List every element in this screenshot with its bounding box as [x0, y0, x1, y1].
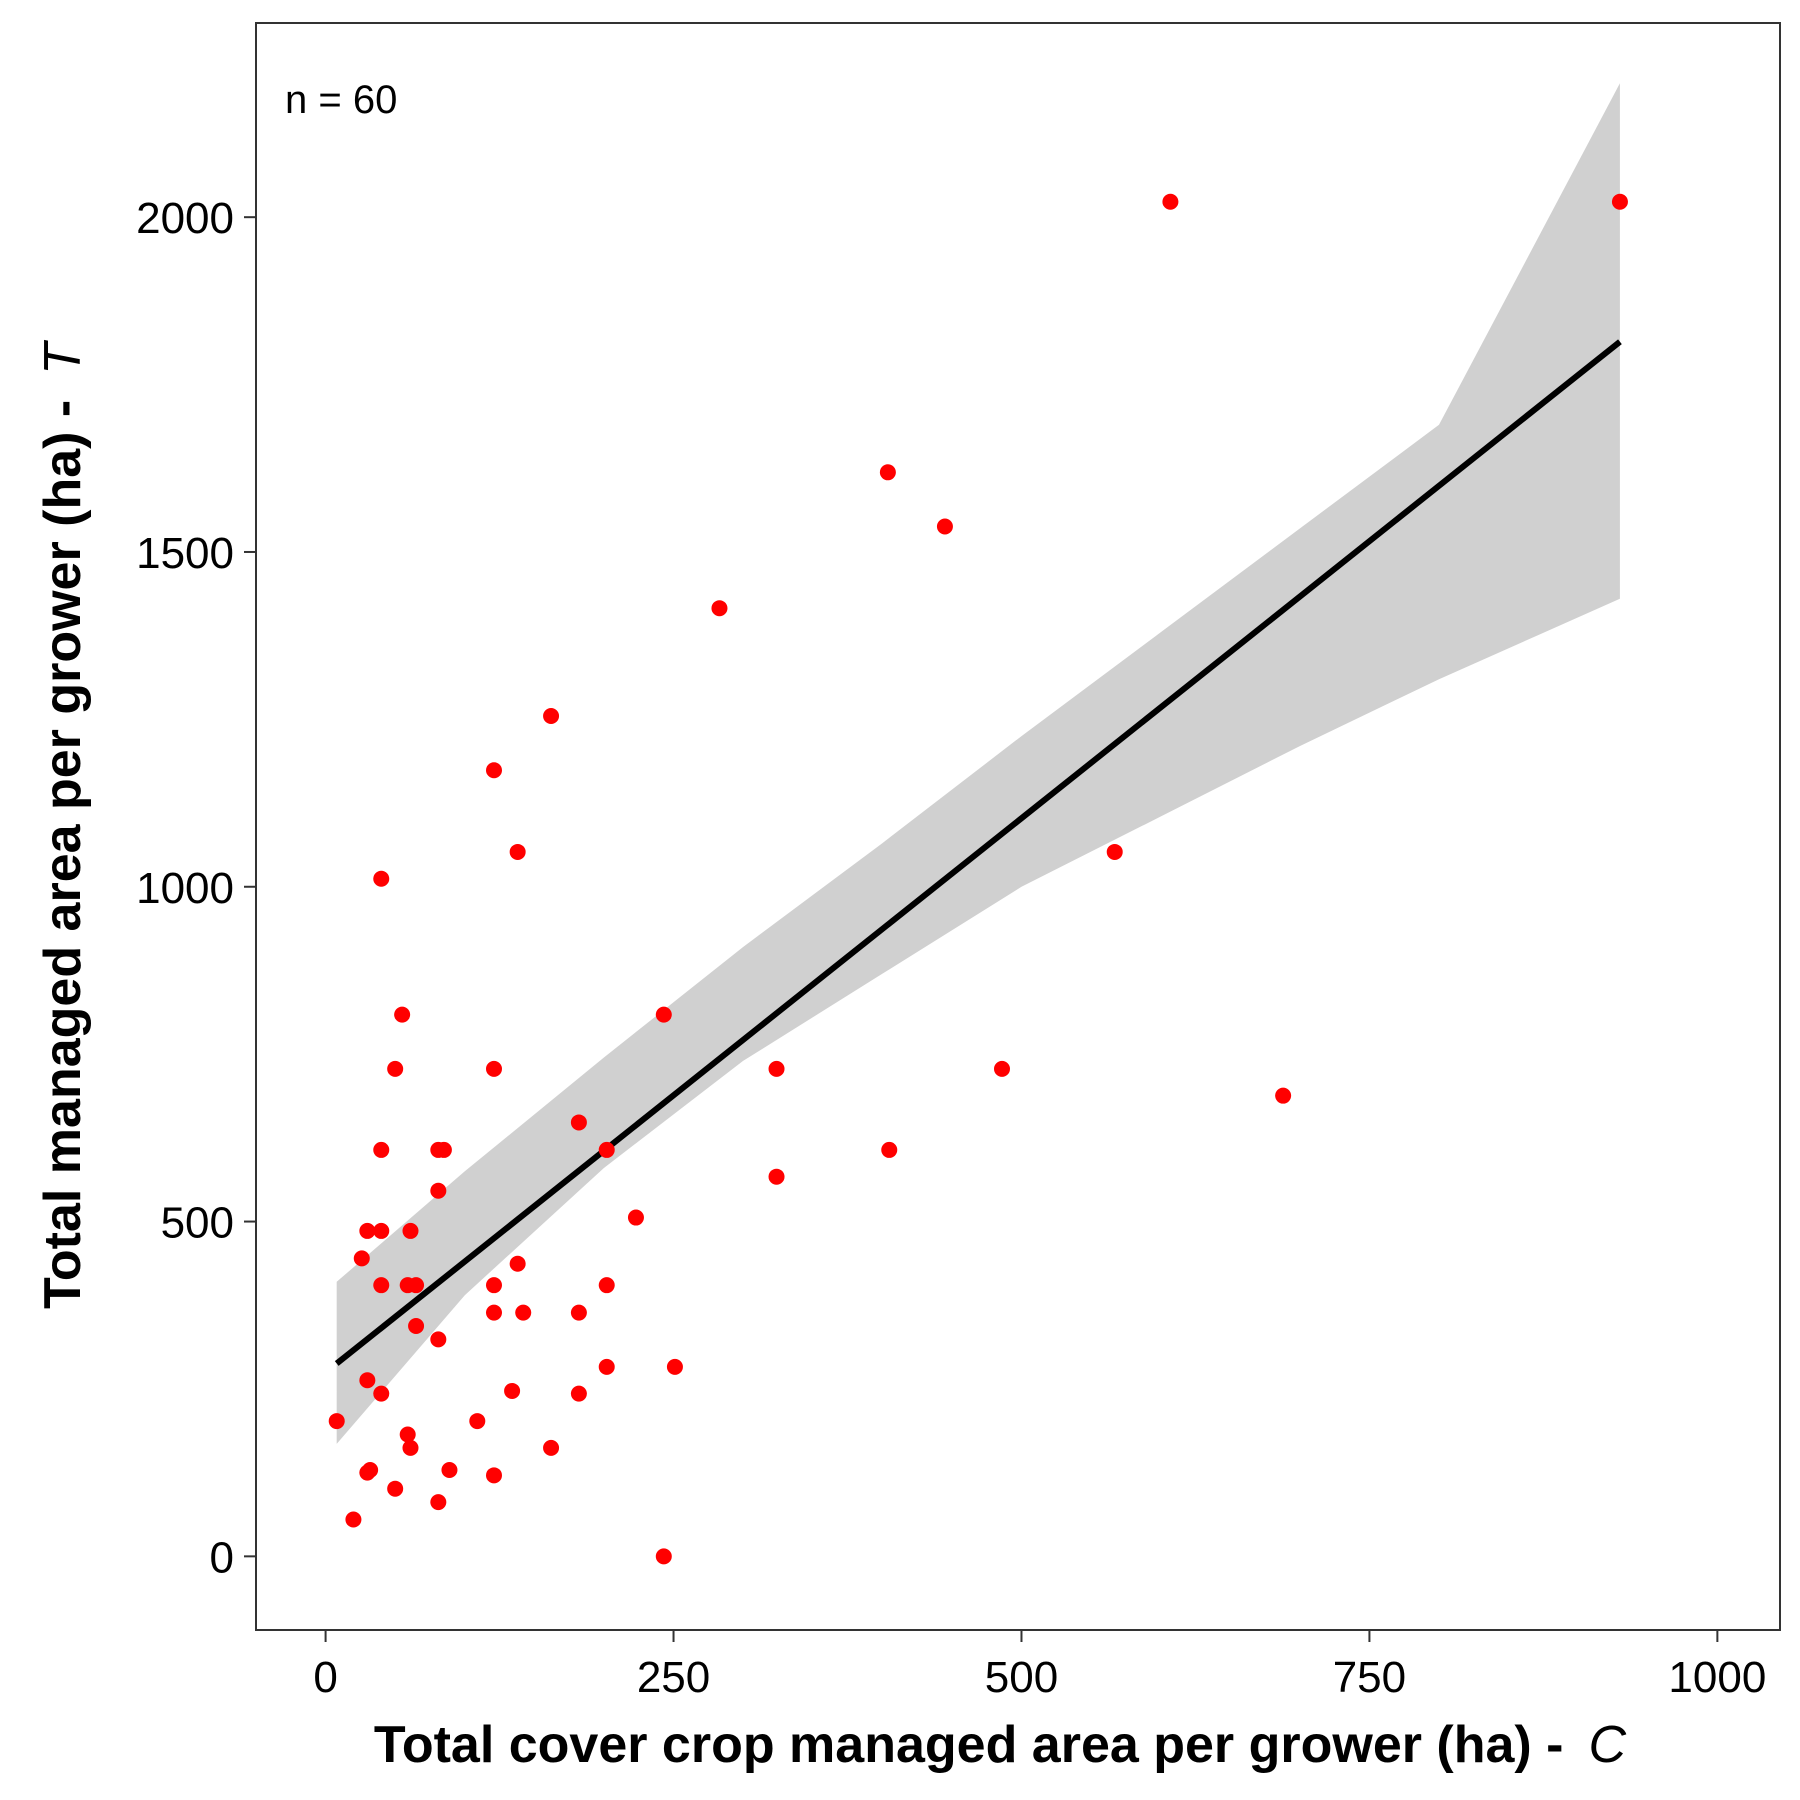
data-point [515, 1304, 532, 1321]
data-point [509, 1255, 526, 1272]
data-point [373, 1385, 390, 1402]
data-point [655, 1548, 672, 1565]
x-tick-label: 1000 [1668, 1653, 1766, 1702]
data-point [362, 1461, 379, 1478]
y-tick-label: 2000 [136, 194, 234, 243]
data-point [359, 1222, 376, 1239]
x-tick-label: 500 [985, 1653, 1058, 1702]
data-point [353, 1250, 370, 1267]
data-point [485, 1304, 502, 1321]
data-point [359, 1372, 376, 1389]
data-point [881, 1141, 898, 1158]
data-point [879, 464, 896, 481]
data-point [485, 762, 502, 779]
data-point [598, 1141, 615, 1158]
data-point [441, 1461, 458, 1478]
data-point [399, 1426, 416, 1443]
data-point [373, 1277, 390, 1294]
plot-frame [255, 22, 1781, 1631]
data-point [768, 1060, 785, 1077]
data-point [570, 1114, 587, 1131]
y-tick-label: 1500 [136, 529, 234, 578]
y-axis-title: Total managed area per grower (ha) - T [34, 340, 92, 1309]
data-point [543, 1439, 560, 1456]
x-tick-label: 750 [1333, 1653, 1406, 1702]
data-point [328, 1413, 345, 1430]
data-point [627, 1209, 644, 1226]
data-point [711, 600, 728, 617]
confidence-band-layer [336, 83, 1620, 1444]
data-point [345, 1511, 362, 1528]
data-point [768, 1168, 785, 1185]
data-point [402, 1222, 419, 1239]
data-point [485, 1060, 502, 1077]
data-point [430, 1182, 447, 1199]
regression-line [334, 339, 1622, 1366]
data-point [373, 870, 390, 887]
confidence-band [336, 83, 1620, 1444]
data-point [435, 1141, 452, 1158]
data-point [993, 1060, 1010, 1077]
y-axis-variable: T [34, 340, 92, 375]
y-axis-title-text: Total managed area per grower (ha) - [34, 400, 92, 1309]
data-point [430, 1331, 447, 1348]
data-point [373, 1222, 390, 1239]
data-point [408, 1277, 425, 1294]
x-axis: 0 250 500 750 1000 [313, 1630, 1766, 1702]
data-point [1275, 1087, 1292, 1104]
x-axis-variable: C [1589, 1716, 1627, 1774]
data-point [598, 1277, 615, 1294]
data-points-layer [328, 193, 1628, 1565]
x-axis-title-text: Total cover crop managed area per grower… [374, 1716, 1564, 1774]
data-point [394, 1006, 411, 1023]
data-point [408, 1318, 425, 1335]
fit-line-layer [334, 339, 1622, 1366]
data-point [1611, 193, 1628, 210]
data-point [485, 1277, 502, 1294]
data-point [598, 1358, 615, 1375]
data-point [430, 1494, 447, 1511]
data-point [387, 1480, 404, 1497]
data-point [1106, 843, 1123, 860]
data-point [570, 1304, 587, 1321]
data-point [485, 1467, 502, 1484]
n-annotation: n = 60 [285, 78, 397, 122]
data-point [936, 518, 953, 535]
y-tick-label: 500 [161, 1199, 234, 1248]
y-tick-label: 1000 [136, 864, 234, 913]
x-tick-label: 0 [313, 1653, 337, 1702]
data-point [655, 1006, 672, 1023]
data-point [1162, 193, 1179, 210]
y-axis: 0 500 1000 1500 2000 [136, 194, 256, 1582]
data-point [504, 1382, 521, 1399]
data-point [666, 1358, 683, 1375]
data-point [387, 1060, 404, 1077]
data-point [509, 843, 526, 860]
y-tick-label: 0 [210, 1533, 234, 1582]
data-point [570, 1385, 587, 1402]
data-point [373, 1141, 390, 1158]
data-point [469, 1413, 486, 1430]
data-point [402, 1439, 419, 1456]
x-tick-label: 250 [637, 1653, 710, 1702]
x-axis-title: Total cover crop managed area per grower… [374, 1716, 1627, 1774]
data-point [543, 708, 560, 725]
